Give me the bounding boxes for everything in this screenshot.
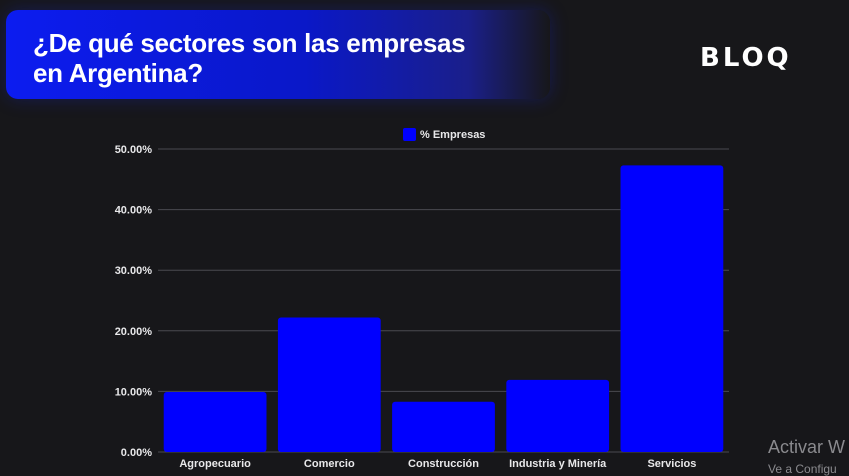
title-banner [6,10,550,99]
x-tick-label: Agropecuario [179,458,251,470]
y-tick-label: 40.00% [115,205,153,217]
legend-label: % Empresas [420,129,485,141]
bar-chart: 0.00% 10.00% 20.00% 30.00% 40.00% 50.00% Agrop… [115,128,729,470]
y-tick-label: 30.00% [115,265,153,277]
y-tick-label: 0.00% [121,447,152,459]
legend-swatch [403,128,416,141]
bar [620,165,724,452]
x-tick-label: Comercio [304,458,355,470]
x-tick-label: Servicios [647,458,696,470]
activation-watermark: Activar W [768,437,846,457]
y-tick-label: 50.00% [115,144,153,156]
page-title: ¿De qué sectores son las empresas en Arg… [33,28,533,88]
x-tick-label: Construcción [408,458,479,470]
bar [506,379,610,452]
bar [277,317,381,452]
y-tick-label: 20.00% [115,326,153,338]
bar [392,401,495,452]
title-line-2: en Argentina? [33,58,203,88]
title-line-1: ¿De qué sectores son las empresas [33,28,466,58]
bar [163,392,267,452]
brand-logo-text: BLOQ [700,43,792,72]
brand-logo: BLOQ [700,43,792,72]
activation-watermark-sub: Ve a Configu [768,462,837,476]
x-tick-label: Industria y Minería [509,458,607,470]
y-tick-label: 10.00% [115,386,153,398]
